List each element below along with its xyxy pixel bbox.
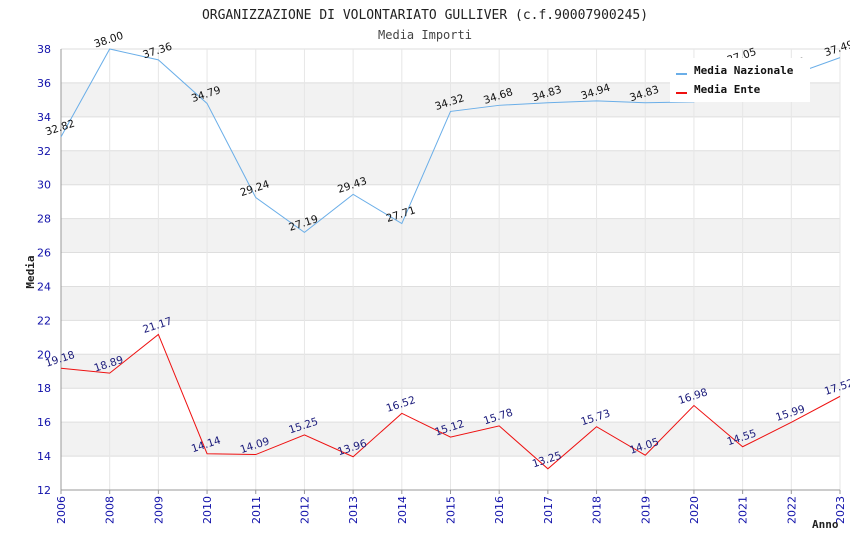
y-tick-label: 28 [37, 213, 51, 226]
x-tick-label: 2018 [591, 496, 604, 524]
x-tick-label: 2010 [201, 496, 214, 524]
x-tick-label: 2009 [152, 496, 165, 524]
x-tick-label: 2021 [737, 496, 750, 524]
chart-subtitle: Media Importi [378, 28, 472, 42]
y-tick-label: 14 [37, 450, 51, 463]
series-line-media-ente [60, 333, 841, 470]
y-tick-label: 20 [37, 348, 51, 361]
y-tick-label: 22 [37, 314, 51, 327]
y-tick-label: 18 [37, 382, 51, 395]
legend-entry: Media Ente [694, 83, 761, 96]
x-tick-label: 2023 [834, 496, 847, 524]
data-label: 38.00 [93, 30, 125, 51]
y-tick-label: 24 [37, 280, 51, 293]
x-tick-label: 2013 [347, 496, 360, 524]
y-tick-label: 34 [37, 111, 51, 124]
x-tick-label: 2016 [493, 496, 506, 524]
x-tick-label: 2017 [542, 496, 555, 524]
chart-title: ORGANIZZAZIONE DI VOLONTARIATO GULLIVER … [202, 8, 648, 23]
x-tick-label: 2012 [298, 496, 311, 524]
y-tick-label: 32 [37, 145, 51, 158]
y-tick-label: 38 [37, 43, 51, 56]
x-tick-label: 2022 [785, 496, 798, 524]
x-axis-label: Anno [812, 518, 839, 531]
x-tick-label: 2020 [688, 496, 701, 524]
x-tick-label: 2014 [396, 496, 409, 524]
legend-entry: Media Nazionale [694, 64, 794, 77]
legend-box [670, 58, 810, 102]
x-tick-label: 2019 [639, 496, 652, 524]
x-tick-label: 2008 [104, 496, 117, 524]
y-tick-label: 26 [37, 247, 51, 260]
y-tick-label: 30 [37, 179, 51, 192]
legend: Media Nazionale Media Ente [670, 58, 810, 102]
x-tick-label: 2006 [55, 496, 68, 524]
y-axis-label: Media [24, 255, 37, 288]
x-tick-label: 2015 [445, 496, 458, 524]
y-tick-label: 12 [37, 484, 51, 497]
gridlines [60, 48, 841, 491]
y-tick-label: 36 [37, 77, 51, 90]
x-tick-label: 2011 [250, 496, 263, 524]
y-tick-label: 16 [37, 416, 51, 429]
